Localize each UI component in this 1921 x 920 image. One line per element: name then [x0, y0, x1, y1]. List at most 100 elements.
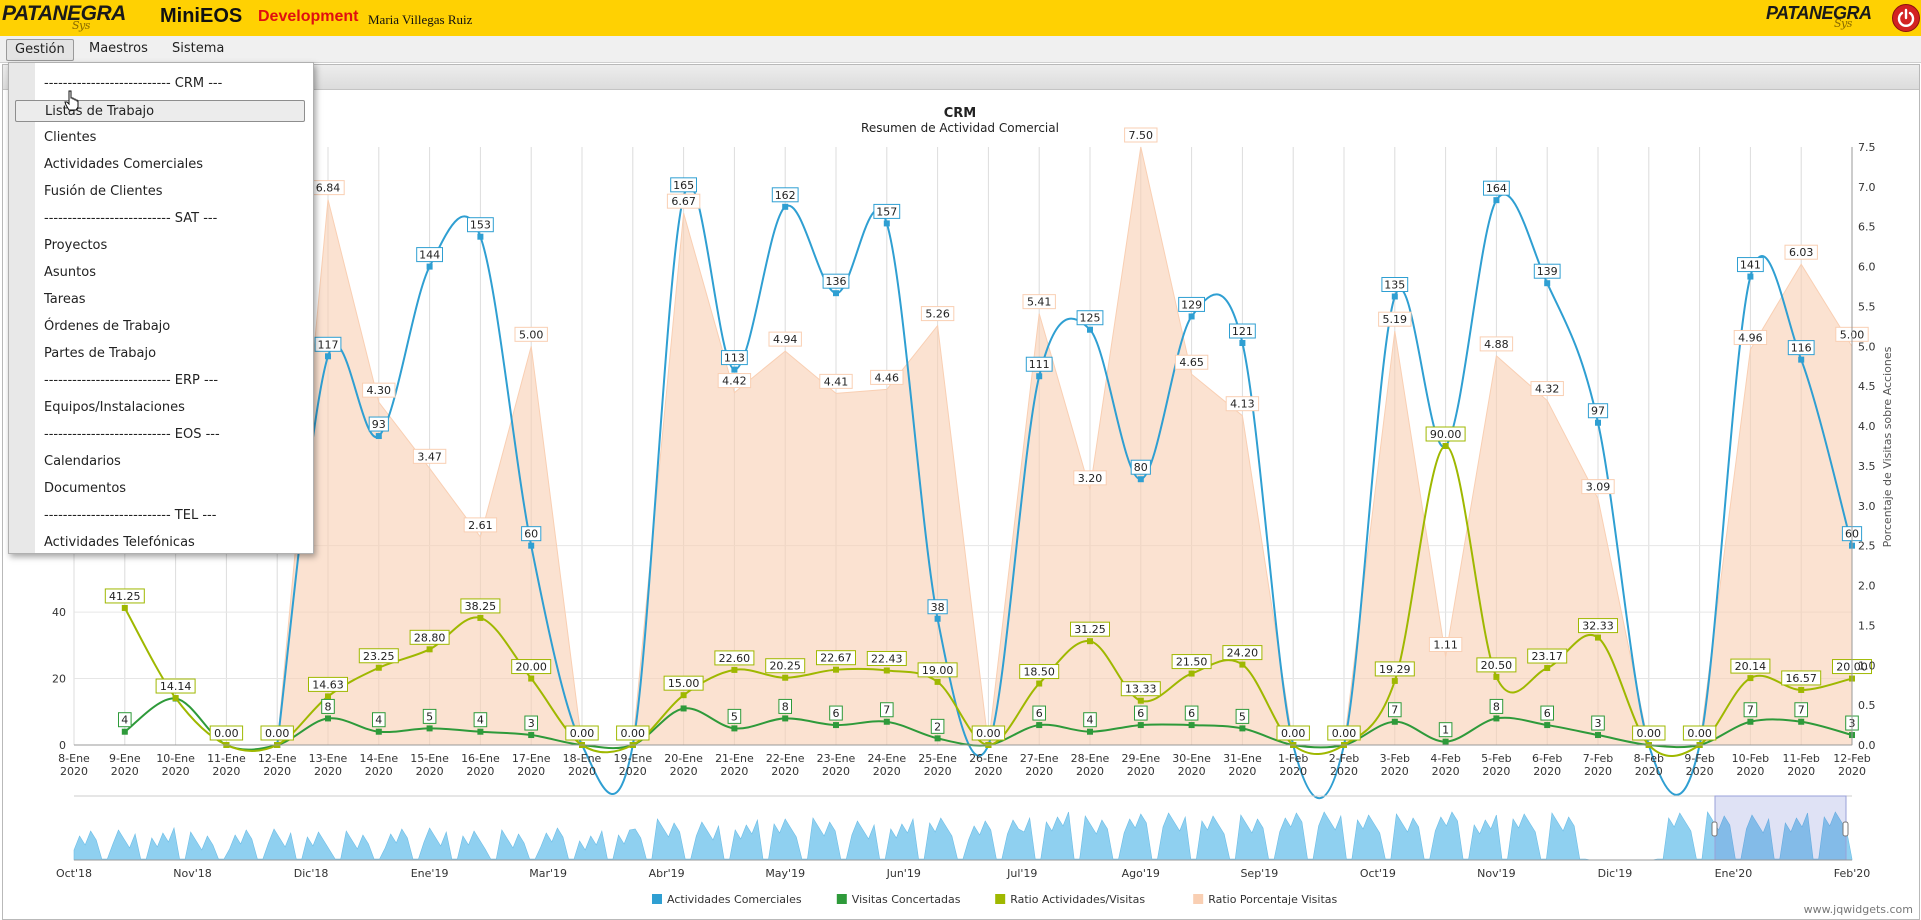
menu-item-tareas[interactable]: Tareas [44, 292, 86, 307]
data-label-text: 7 [1798, 704, 1805, 717]
data-label-text: 6.03 [1789, 246, 1814, 259]
data-label-text: 3 [528, 717, 535, 730]
navigator-handle-left [1711, 821, 1718, 837]
data-label-text: 6.67 [671, 195, 696, 208]
data-label-text: 4 [477, 714, 484, 727]
data-label-text: 0.00 [1687, 727, 1712, 740]
series-point-actividades-comerciales [1391, 293, 1398, 300]
data-label-text: 21.50 [1176, 656, 1208, 669]
chart-title: CRM [944, 106, 977, 121]
menu-item-documentos[interactable]: Documentos [44, 481, 127, 496]
menu-item-órdenes-de-trabajo[interactable]: Órdenes de Trabajo [44, 319, 171, 334]
menu-item-asuntos[interactable]: Asuntos [44, 265, 96, 280]
x-tick-label-line: 2-Feb [1329, 752, 1359, 765]
menu-gestion[interactable]: Gestión [6, 39, 74, 61]
x-tick-label-line: 2020 [517, 765, 545, 778]
x-tick-label-line: 2020 [873, 765, 901, 778]
x-tick-label-line: 19-Ene [613, 752, 652, 765]
x-tick-label-line: 10-Ene [156, 752, 195, 765]
data-label-box [714, 650, 755, 666]
menu-item-clientes[interactable]: Clientes [44, 130, 97, 145]
legend-label-ratio-porcentaje-visitas: Ratio Porcentaje Visitas [1208, 893, 1337, 906]
series-point-visitas-concertadas [731, 725, 738, 732]
data-label-box [1578, 618, 1618, 634]
menu-item-proyectos[interactable]: Proyectos [44, 238, 108, 253]
menu-item-actividades-telefónicas[interactable]: Actividades Telefónicas [44, 535, 195, 550]
series-point-visitas-concertadas [1391, 718, 1398, 725]
data-label: 5 [727, 708, 742, 724]
data-label: 14.63 [308, 676, 348, 692]
data-label: 136 [822, 273, 850, 289]
series-point-ratio-actividades-visitas [1493, 673, 1500, 680]
menu-item-equipos-instalaciones[interactable]: Equipos/Instalaciones [44, 400, 185, 415]
navigator-label: Ene'19 [411, 867, 449, 880]
data-label: 121 [1229, 323, 1256, 339]
power-icon[interactable] [1892, 4, 1920, 32]
navigator-selection [1714, 795, 1847, 861]
chart-legend: Actividades Comerciales Visitas Concertad… [652, 893, 1338, 906]
data-label-text: 0.00 [976, 727, 1001, 740]
x-tick-label-line: 2020 [1635, 765, 1663, 778]
x-tick-label: 9-Ene 2020 [109, 752, 141, 778]
menu-maestros[interactable]: Maestros [89, 41, 148, 56]
data-label-text: 4.96 [1738, 332, 1763, 345]
data-label-text: 31.25 [1074, 623, 1106, 636]
data-label-text: 15.00 [668, 677, 700, 690]
data-label: 60 [521, 526, 542, 542]
data-label-text: 5 [1239, 710, 1246, 723]
series-point-ratio-actividades-visitas [833, 666, 839, 673]
menu-item-calendarios[interactable]: Calendarios [44, 454, 121, 469]
series-point-visitas-concertadas [1442, 738, 1449, 745]
series-point-ratio-actividades-visitas [934, 678, 941, 685]
data-label: 6 [1032, 705, 1047, 721]
data-label: 0.00 [1632, 725, 1666, 741]
brand-sub-right: Sys [1834, 17, 1852, 30]
menu-item-listas-de-trabajo[interactable]: Listas de Trabajo [15, 100, 305, 122]
range-navigator[interactable]: Oct'18 Nov'18 Dic'18 Ene'19 Mar'19 Abr'19 May'… [56, 795, 1870, 880]
data-label-box [1743, 702, 1758, 718]
x-tick-label-line: 2020 [1178, 765, 1206, 778]
data-label-text: 4.32 [1535, 383, 1560, 396]
menu-item-partes-de-trabajo[interactable]: Partes de Trabajo [44, 346, 157, 361]
user-name: Maria Villegas Ruiz [368, 12, 473, 27]
x-tick-label-line: 2020 [1686, 765, 1714, 778]
data-label: 5.41 [1022, 294, 1056, 310]
data-label-text: 2 [934, 720, 941, 733]
data-label: 20.50 [1476, 657, 1517, 673]
line-series-layer [121, 185, 1855, 800]
x-tick-label-line: 2020 [1787, 765, 1815, 778]
data-label-text: 90.00 [1430, 428, 1462, 441]
x-tick-label: 21-Ene 2020 [715, 752, 754, 778]
series-point-visitas-concertadas [1036, 722, 1043, 729]
menu-item-actividades-comerciales[interactable]: Actividades Comerciales [44, 157, 204, 172]
x-tick-label: 9-Feb 2020 [1684, 752, 1714, 778]
data-label: 135 [1381, 277, 1409, 292]
x-tick-label-line: 14-Ene [359, 752, 398, 765]
series-point-ratio-actividades-visitas [1747, 675, 1754, 682]
menu-item-fusión-de-clientes[interactable]: Fusión de Clientes [44, 184, 163, 199]
x-tick-label: 23-Ene 2020 [817, 752, 856, 778]
data-label: 93 [368, 416, 389, 432]
data-label-box [565, 725, 599, 741]
data-label-box [1378, 311, 1412, 327]
series-point-visitas-concertadas [1747, 718, 1754, 725]
data-label-text: 3.20 [1078, 472, 1103, 485]
data-label-text: 6 [1036, 707, 1043, 720]
data-label: 139 [1533, 263, 1561, 279]
series-point-visitas-concertadas [1239, 725, 1246, 732]
x-tick-label-line: 2020 [263, 765, 291, 778]
data-label-text: 60 [524, 528, 538, 541]
data-label-box [412, 448, 447, 464]
menu-sistema[interactable]: Sistema [172, 41, 225, 56]
data-label: 7.50 [1124, 127, 1158, 143]
series-point-visitas-concertadas [833, 722, 839, 729]
data-label-box [1025, 356, 1053, 372]
data-label: 20.25 [765, 658, 806, 674]
data-label-text: 7.50 [1129, 129, 1154, 142]
navigator-label: Oct'18 [56, 867, 92, 880]
data-label: 16.57 [1781, 670, 1822, 686]
data-label-box [1581, 479, 1615, 495]
data-label: 2.61 [463, 517, 498, 533]
y2-tick-label: 3.0 [1858, 500, 1876, 513]
x-tick-label: 15-Ene 2020 [410, 752, 449, 778]
